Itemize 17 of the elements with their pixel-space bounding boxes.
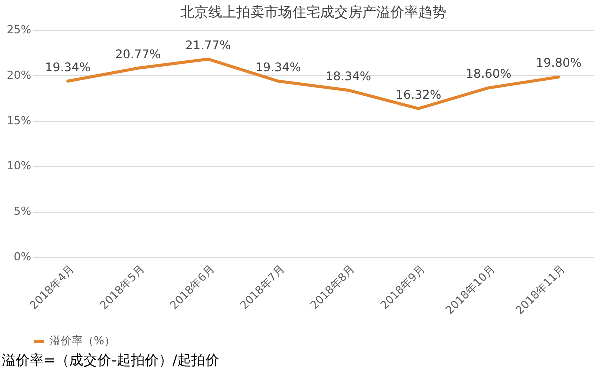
y-tick-label: 5% [14,205,32,218]
y-tick-label: 20% [7,68,32,82]
y-tick-label: 25% [7,24,32,36]
text: 19.80% [536,56,582,70]
text: 19.34% [256,60,302,74]
text: 18.60% [466,67,512,82]
text: 21.77% [185,38,232,52]
text: 16.32% [396,88,442,102]
text: 溢价率=（成交价-起拍价）/起拍价 [1,352,220,370]
text: 19.34% [45,60,91,74]
text: 20.77% [115,47,162,62]
y-tick-label: 15% [7,114,32,128]
text: 18.34% [326,69,372,84]
y-tick-label: 10% [7,160,32,173]
chart-title: 北京线上拍卖市场住宅成交房产溢价率趋势 [180,5,446,21]
y-tick-label: 0% [14,250,32,264]
legend-label: 溢价率（%） [50,334,116,348]
